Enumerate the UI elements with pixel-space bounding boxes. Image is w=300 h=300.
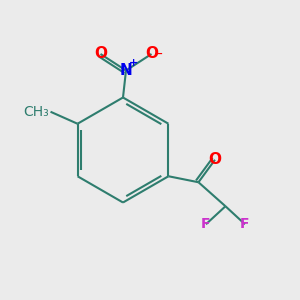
Text: N: N [120,63,132,78]
Text: CH₃: CH₃ [23,105,49,119]
Text: O: O [94,46,107,62]
Text: −: − [154,49,164,59]
Text: +: + [129,58,138,68]
Text: O: O [208,152,221,167]
Text: F: F [240,217,250,231]
Text: O: O [145,46,158,62]
Text: F: F [201,217,211,231]
